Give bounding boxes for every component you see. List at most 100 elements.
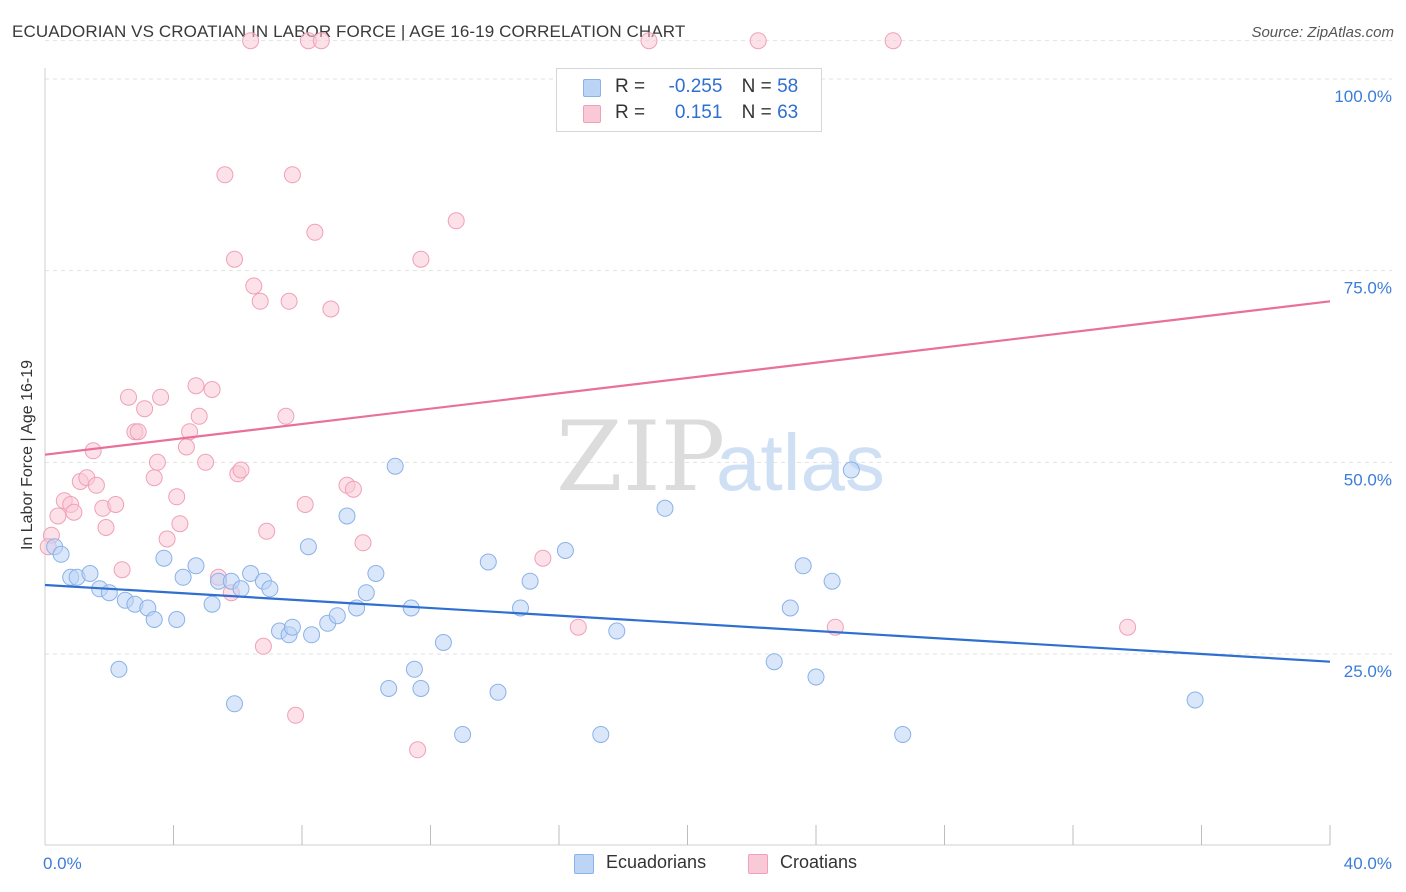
data-point (197, 453, 215, 471)
data-point (1119, 618, 1137, 636)
data-point (380, 680, 398, 697)
data-point (177, 438, 195, 456)
data-point (409, 741, 427, 759)
trend-line-croatians (44, 300, 1331, 456)
data-point (489, 683, 507, 701)
data-point (107, 496, 125, 513)
data-point (100, 584, 118, 602)
data-point (534, 549, 552, 567)
data-point (155, 549, 173, 567)
data-point (354, 534, 372, 552)
series-label: Croatians (780, 852, 858, 872)
source-credit: Source: ZipAtlas.com (1251, 24, 1394, 41)
data-point (242, 32, 260, 50)
data-point (306, 223, 324, 241)
trend-lines (44, 300, 1331, 663)
y-tick-label: 100.0% (1334, 87, 1392, 106)
data-point (181, 423, 199, 441)
data-point (190, 407, 208, 425)
data-point (521, 572, 539, 590)
data-point (640, 32, 658, 50)
data-point (512, 599, 529, 617)
data-point (884, 32, 902, 50)
data-point (479, 553, 497, 571)
legend-r-value: 0.151 (674, 102, 723, 123)
y-tick-labels: 25.0% 50.0% 75.0% 100.0% (1334, 87, 1392, 681)
data-point (283, 618, 301, 636)
data-point (152, 388, 170, 406)
data-point (749, 32, 767, 50)
legend-r-value: -0.255 (668, 76, 723, 97)
legend-swatch-pink (583, 105, 601, 123)
series-ecuadorians-points (46, 457, 1204, 743)
data-point (226, 250, 243, 268)
data-point (120, 388, 137, 406)
data-point (608, 622, 626, 640)
legend-n-label: N = (741, 102, 772, 123)
data-point (765, 653, 783, 671)
series-croatians-points (39, 32, 1137, 759)
x-tick-labels: 0.0% 40.0% (43, 854, 1392, 873)
y-tick-label: 50.0% (1344, 470, 1392, 489)
axes (44, 68, 1331, 846)
gridlines (45, 40, 1392, 655)
watermark-zip: ZIP (556, 401, 725, 513)
data-points (39, 32, 1204, 759)
data-point (1186, 691, 1204, 709)
y-tick-label: 25.0% (1344, 662, 1392, 681)
series-label: Ecuadorians (606, 852, 707, 872)
data-point (251, 292, 269, 310)
data-point (344, 480, 362, 498)
data-point (226, 695, 243, 713)
data-point (145, 611, 163, 628)
data-point (299, 538, 317, 556)
x-tick-label: 0.0% (43, 854, 82, 873)
legend-n-value: 58 (777, 76, 799, 97)
data-point (794, 557, 812, 575)
data-point (807, 668, 825, 686)
legend-n-value: 63 (777, 102, 799, 123)
data-point (434, 634, 452, 651)
data-point (556, 542, 574, 559)
data-point (287, 706, 305, 724)
legend-r-label: R = (615, 102, 646, 123)
y-tick-label: 75.0% (1344, 279, 1392, 298)
data-point (296, 496, 314, 513)
data-point (569, 618, 587, 636)
data-point (258, 522, 276, 540)
data-point (148, 453, 166, 471)
data-point (823, 572, 841, 590)
legend-r-label: R = (615, 76, 646, 97)
data-point (245, 277, 263, 295)
trend-line-ecuadorians (44, 583, 1331, 663)
series-swatch-pink (748, 854, 768, 874)
x-tick-label: 40.0% (1344, 854, 1392, 873)
data-point (386, 457, 404, 475)
data-point (656, 499, 674, 517)
data-point (52, 545, 70, 563)
data-point (81, 565, 99, 582)
data-point (242, 565, 260, 582)
data-point (412, 250, 430, 268)
series-swatch-blue (574, 854, 594, 874)
data-point (232, 580, 250, 598)
data-point (447, 212, 465, 230)
data-point (312, 32, 330, 50)
data-point (216, 166, 234, 184)
data-point (303, 626, 321, 644)
stats-legend: R = -0.255 N = 58 R = 0.151 N = 63 (556, 68, 822, 132)
watermark: ZIP atlas (556, 401, 885, 513)
data-point (254, 637, 272, 655)
legend-swatch-blue (583, 79, 601, 97)
legend-n-label: N = (741, 76, 772, 97)
data-point (129, 423, 147, 441)
data-point (110, 660, 128, 678)
data-point (97, 519, 115, 536)
data-point (168, 488, 186, 506)
data-point (87, 476, 105, 494)
data-point (454, 726, 472, 743)
data-point (113, 561, 131, 579)
data-point (203, 381, 221, 398)
chart-title: ECUADORIAN VS CROATIAN IN LABOR FORCE | … (12, 22, 686, 41)
